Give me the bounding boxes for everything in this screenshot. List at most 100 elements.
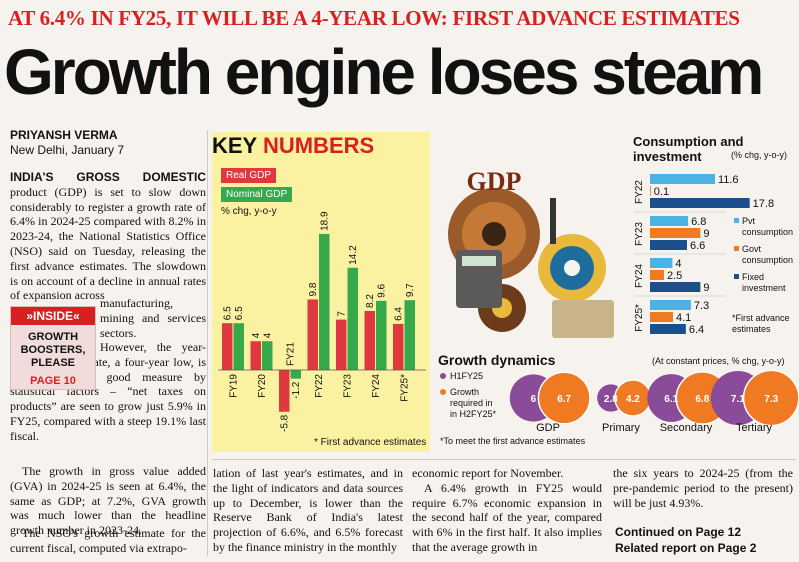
gdp-tick-label: FY24 <box>371 374 382 398</box>
ci-bar <box>650 186 651 196</box>
gd-subtitle: (At constant prices, % chg, y-o-y) <box>652 356 785 366</box>
gdp-bar-label: 9.6 <box>377 284 388 298</box>
gdp-bar-chart: 6.5 6.5 FY19 4 4 FY20 -5.8 -1.2 FY21 9.8 18.9 FY22 7… <box>218 211 426 432</box>
gd-legend-swatch <box>440 373 446 379</box>
ci-legend-label: Govt <box>742 244 762 254</box>
ci-bar-label: 6.6 <box>690 240 705 252</box>
ci-bar <box>650 270 664 280</box>
article-col-3b-text: A 6.4% growth in FY25 would require 6.7%… <box>412 480 602 554</box>
ci-bar <box>650 312 673 322</box>
gd-bubble-label: 6.8 <box>695 394 709 405</box>
ci-bar-label: 11.6 <box>718 174 739 186</box>
gd-title: Growth dynamics <box>438 352 556 368</box>
gd-bubble-label: 4.2 <box>626 394 640 405</box>
ci-legend-swatch <box>734 246 739 251</box>
ci-bar-label: 6.4 <box>689 324 704 336</box>
graphic-rule <box>212 459 796 460</box>
kicker: AT 6.4% IN FY25, IT WILL BE A 4-YEAR LOW… <box>8 6 740 30</box>
gdp-tick-label: FY19 <box>229 374 240 398</box>
byline: PRIYANSH VERMA New Delhi, January 7 <box>10 128 124 158</box>
gd-category-label: Secondary <box>660 422 713 434</box>
ci-bar-label: 7.3 <box>694 300 709 312</box>
ci-bar-label: 4.1 <box>676 312 691 324</box>
inside-page: PAGE 10 <box>30 375 76 387</box>
key-numbers-title-text: KEY NUMBERS <box>212 133 374 158</box>
gear-icon <box>538 234 606 302</box>
gd-bubble-label: 7.3 <box>764 394 778 405</box>
gdp-gears-illustration: GDP <box>432 150 628 350</box>
gdp-bar <box>393 323 404 370</box>
gdp-bar-label: 6.5 <box>223 306 234 320</box>
gdp-bar-label: 6.5 <box>234 306 245 320</box>
legend-real-gdp: Real GDP <box>221 168 277 183</box>
ci-bar-label: 9 <box>703 282 709 294</box>
ci-legend-label: Fixed <box>742 272 764 282</box>
gdp-bar <box>364 310 375 370</box>
gdp-ylabel: % chg, y-o-y <box>221 206 277 217</box>
gdp-bar-label: -1.2 <box>291 381 302 399</box>
headline: Growth engine loses steam <box>4 36 764 108</box>
gdp-footnote: * First advance estimates <box>314 437 427 448</box>
article-para-4: The NSO's growth estimate for the curren… <box>10 526 206 555</box>
gdp-bar-label: -5.8 <box>280 414 291 432</box>
gdp-bar-label: 4 <box>251 332 262 338</box>
ci-bar <box>650 258 673 268</box>
ci-tick-label: FY23 <box>634 222 645 246</box>
worker-icon <box>550 198 556 244</box>
gdp-bar <box>233 323 244 370</box>
legend-nominal-gdp: Nominal GDP <box>221 187 293 202</box>
gdp-bar-label: 9.8 <box>308 282 319 296</box>
consumption-investment-chart: 11.60.117.8FY226.896.6FY2342.59FY247.34.… <box>634 174 793 336</box>
ci-bar-label: 6.8 <box>691 216 706 228</box>
gd-legend-swatch <box>440 389 446 395</box>
ci-legend-swatch <box>734 218 739 223</box>
author: PRIYANSH VERMA <box>10 128 118 142</box>
ci-title: Consumption and investment (% chg, y-o-y… <box>633 134 787 164</box>
article-lead: INDIA'S GROSS DOMESTIC <box>10 170 206 184</box>
gdp-tick-label: FY25* <box>400 374 411 402</box>
gdp-bar <box>376 300 387 370</box>
gd-legend-label: H1FY25 <box>450 371 483 381</box>
gdp-bar <box>404 300 415 370</box>
gdp-bar-label: 6.4 <box>394 307 405 321</box>
gdp-bar <box>262 341 273 370</box>
ci-bar-label: 2.5 <box>667 270 682 282</box>
gdp-tick-label: FY21 <box>286 342 297 366</box>
gdp-bar-label: 8.2 <box>365 294 376 308</box>
gd-bubble-label: 6.7 <box>557 394 571 405</box>
gdp-bar <box>319 233 330 370</box>
related-link[interactable]: Related report on Page 2 <box>615 541 757 555</box>
inside-title: GROWTH BOOSTERS, PLEASE <box>20 331 86 369</box>
ci-bar <box>650 174 715 184</box>
gdp-bar-label: 7 <box>337 311 348 317</box>
ci-bar-label: 0.1 <box>654 186 669 198</box>
ci-bar-label: 9 <box>703 228 709 240</box>
ci-subtitle: (% chg, y-o-y) <box>731 150 788 160</box>
ci-footnote: *First advance estimates <box>732 313 790 334</box>
ci-legend-label: consumption <box>742 227 793 237</box>
gd-bubble-label: 7.1 <box>731 394 745 405</box>
gdp-tick-label: FY20 <box>257 374 268 398</box>
ci-legend-label: consumption <box>742 255 793 265</box>
gdp-bar-label: 14.2 <box>348 245 359 265</box>
gdp-tick-label: FY23 <box>343 374 354 398</box>
ci-bar <box>650 300 691 310</box>
article-para-1: INDIA'S GROSS DOMESTIC product (GDP) is … <box>10 170 206 303</box>
ci-bar <box>650 216 689 226</box>
key-numbers-title-word: KEY <box>212 133 263 158</box>
ci-tick-label: FY24 <box>634 264 645 288</box>
gd-footnote: *To meet the first advance estimates <box>440 436 586 446</box>
gd-legend-label: Growth <box>450 387 479 397</box>
key-numbers-title: KEY NUMBERS <box>212 133 374 159</box>
ci-bar <box>650 240 687 250</box>
ci-title-text: Consumption and investment <box>633 134 744 164</box>
gdp-tick-label: FY22 <box>314 374 325 398</box>
continued-link[interactable]: Continued on Page 12 <box>615 525 742 539</box>
gdp-bar <box>307 299 318 370</box>
inside-box[interactable]: »INSIDE« GROWTH BOOSTERS, PLEASE PAGE 10 <box>10 306 96 390</box>
gd-category-label: GDP <box>536 422 560 434</box>
ci-bar <box>650 324 686 334</box>
money-icon <box>552 300 614 338</box>
ci-bar <box>650 198 750 208</box>
